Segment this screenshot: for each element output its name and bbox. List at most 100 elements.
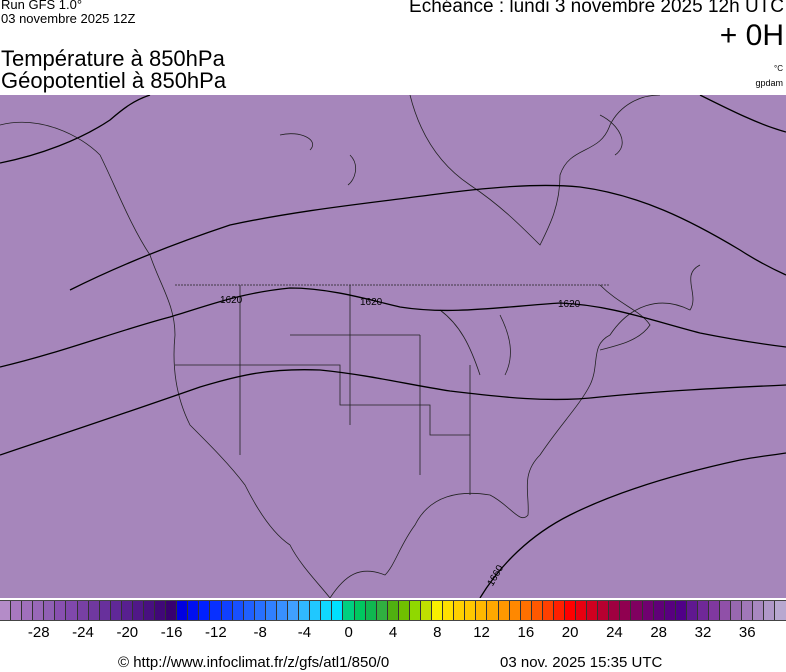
- colorbar-cell: [343, 601, 355, 620]
- coastlines: [0, 95, 701, 598]
- colorbar-cell: [44, 601, 56, 620]
- colorbar-tick-label: -16: [160, 624, 183, 641]
- colorbar-cell: [542, 601, 554, 620]
- colorbar-cell: [144, 601, 156, 620]
- colorbar-cell: [110, 601, 122, 620]
- colorbar-cell: [764, 601, 776, 620]
- generated-timestamp: 03 nov. 2025 15:35 UTC: [500, 654, 663, 671]
- colorbar-cell: [620, 601, 632, 620]
- colorbar-cell: [664, 601, 676, 620]
- colorbar-cell: [132, 601, 145, 620]
- colorbar-cell: [420, 601, 433, 620]
- contour-label: 1620: [220, 295, 243, 306]
- colorbar-tick-label: 32: [694, 624, 712, 641]
- colorbar-cell: [166, 601, 178, 620]
- colorbar-cell: [66, 601, 78, 620]
- colorbar-cell: [553, 601, 565, 620]
- colorbar-cell: [697, 601, 709, 620]
- colorbar-tick-label: 16: [517, 624, 535, 641]
- colorbar-cell: [310, 601, 322, 620]
- colorbar-tick-label: -28: [27, 624, 50, 641]
- colorbar-cell: [265, 601, 277, 620]
- colorbar-cell: [775, 601, 786, 620]
- colorbar-cell: [432, 601, 444, 620]
- temperature-colorbar: [0, 600, 786, 621]
- colorbar-tick-label: 12: [473, 624, 490, 641]
- colorbar-cell: [188, 601, 200, 620]
- run-label: Run GFS 1.0°: [1, 0, 83, 12]
- colorbar-cell: [254, 601, 266, 620]
- contour-line: [479, 452, 786, 598]
- colorbar-cell: [376, 601, 388, 620]
- contour-line: [699, 95, 786, 133]
- colorbar-cell: [199, 601, 211, 620]
- colorbar-cell: [509, 601, 521, 620]
- colorbar-tick-label: 36: [738, 624, 756, 641]
- colorbar-cell: [155, 601, 167, 620]
- colorbar-cell: [354, 601, 366, 620]
- colorbar-cell: [77, 601, 89, 620]
- colorbar-cell: [11, 601, 23, 620]
- colorbar-cell: [576, 601, 588, 620]
- map-background: [0, 95, 786, 598]
- colorbar-cell: [753, 601, 765, 620]
- colorbar-cell: [232, 601, 244, 620]
- colorbar-cell: [121, 601, 133, 620]
- source-link[interactable]: © http://www.infoclimat.fr/z/gfs/atl1/85…: [118, 654, 390, 671]
- weather-map: 1620 1620 1620 1660: [0, 95, 786, 598]
- colorbar-cell: [598, 601, 610, 620]
- colorbar-cell: [22, 601, 34, 620]
- colorbar-cell: [731, 601, 743, 620]
- colorbar-cell: [709, 601, 721, 620]
- colorbar-cell: [454, 601, 466, 620]
- colorbar-cell: [55, 601, 67, 620]
- colorbar-cell: [221, 601, 233, 620]
- colorbar-cell: [465, 601, 477, 620]
- colorbar-tick-label: 20: [561, 624, 579, 641]
- title-temperature: Température à 850hPa: [1, 46, 225, 71]
- colorbar-cell: [631, 601, 643, 620]
- contour-line: [0, 369, 786, 456]
- colorbar-ticks: -28 -24 -20 -16 -12 -8 -4 0 4 8 12 16 20 24 28 32 36: [0, 624, 786, 642]
- colorbar-tick-label: 8: [433, 624, 442, 641]
- colorbar-cell: [653, 601, 665, 620]
- unit-temperature: °C: [774, 64, 783, 73]
- title-geopotential: Géopotentiel à 850hPa: [1, 68, 227, 93]
- colorbar-cell: [288, 601, 300, 620]
- colorbar-cell: [487, 601, 499, 620]
- colorbar-cell: [720, 601, 732, 620]
- colorbar-cell: [642, 601, 654, 620]
- colorbar-cell: [332, 601, 344, 620]
- colorbar-cell: [177, 601, 189, 620]
- colorbar-tick-label: -8: [253, 624, 267, 641]
- colorbar-cell: [498, 601, 510, 620]
- colorbar-tick-label: 0: [344, 624, 353, 641]
- forecast-offset: + 0H: [719, 19, 784, 52]
- colorbar-cell: [398, 601, 410, 620]
- colorbar-cell: [276, 601, 289, 620]
- colorbar-cell: [243, 601, 255, 620]
- colorbar-tick-label: 4: [388, 624, 398, 641]
- contour-line: [69, 184, 786, 291]
- colorbar-cell: [609, 601, 621, 620]
- colorbar-cell: [520, 601, 532, 620]
- colorbar-cell: [33, 601, 45, 620]
- colorbar-cell: [99, 601, 111, 620]
- run-date: 03 novembre 2025 12Z: [1, 11, 136, 26]
- unit-geopotential: gpdam: [755, 78, 783, 88]
- contour-label: 1620: [360, 297, 383, 308]
- colorbar-cell: [299, 601, 311, 620]
- contour-line: [0, 287, 786, 368]
- colorbar-cell: [476, 601, 488, 620]
- colorbar-tick-label: 28: [650, 624, 668, 641]
- colorbar-cell: [443, 601, 455, 620]
- colorbar-cell: [409, 601, 421, 620]
- colorbar-cell: [564, 601, 577, 620]
- colorbar-tick-label: -24: [72, 624, 94, 641]
- colorbar-cell: [88, 601, 100, 620]
- colorbar-cell: [587, 601, 599, 620]
- geopotential-contours: [0, 95, 786, 598]
- colorbar-cell: [210, 601, 222, 620]
- colorbar-tick-label: -20: [116, 624, 139, 641]
